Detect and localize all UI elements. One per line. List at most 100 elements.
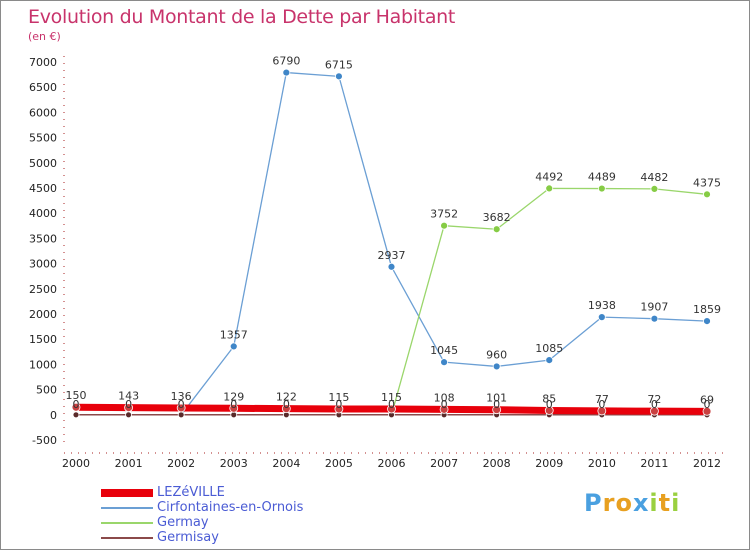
data-point [229, 342, 238, 351]
x-tick-label: 2008 [483, 457, 511, 470]
data-point [72, 411, 80, 419]
x-tick-label: 2009 [535, 457, 563, 470]
logo-letter: x [632, 489, 650, 517]
data-label: 3682 [483, 211, 511, 224]
data-point [650, 185, 659, 193]
data-label: 4492 [535, 170, 563, 183]
data-label: 85 [542, 393, 556, 406]
y-tick-label: 6500 [29, 81, 57, 94]
x-tick-label: 2007 [430, 457, 458, 470]
data-label: 0 [493, 398, 500, 411]
data-label: 1045 [430, 344, 458, 357]
data-label: 1357 [220, 328, 248, 341]
data-point [230, 411, 238, 419]
y-tick-label: 5500 [29, 132, 57, 145]
data-point [545, 184, 554, 193]
legend-swatch [101, 537, 153, 539]
data-label: 6790 [272, 55, 300, 68]
data-label: 77 [595, 393, 609, 406]
chart-title: Evolution du Montant de la Dette par Hab… [28, 6, 456, 28]
data-label: 1938 [588, 299, 616, 312]
data-label: 72 [647, 393, 661, 406]
data-label: 3752 [430, 208, 458, 221]
data-label: 143 [118, 390, 139, 403]
data-label: 4375 [693, 176, 721, 189]
y-tick-label: 4000 [29, 207, 57, 220]
legend-swatch [101, 489, 153, 497]
data-label: 0 [230, 398, 237, 411]
x-tick-label: 2005 [325, 457, 353, 470]
y-tick-label: 3000 [29, 258, 57, 271]
data-point [597, 184, 606, 193]
data-point [702, 406, 712, 416]
data-label: 0 [441, 398, 448, 411]
data-label: 4489 [588, 171, 616, 184]
data-point [282, 68, 291, 77]
x-tick-label: 2000 [62, 457, 90, 470]
data-point [124, 403, 133, 412]
y-tick-label: 2000 [29, 308, 57, 321]
y-tick-label: -500 [32, 434, 57, 447]
x-tick-label: 2012 [693, 457, 721, 470]
data-point [439, 404, 449, 414]
data-point [334, 404, 344, 414]
data-point [335, 72, 343, 81]
data-label: 0 [178, 398, 185, 411]
logo-letter: o [615, 489, 633, 517]
series-line-1 [76, 71, 708, 416]
data-label: 0 [283, 398, 290, 411]
logo-letter: i [671, 489, 681, 517]
data-point [125, 411, 132, 419]
y-tick-label: 5000 [29, 157, 57, 170]
chart-subtitle: (en €) [28, 30, 61, 43]
data-point [71, 402, 81, 412]
y-tick-label: 1000 [29, 358, 57, 371]
data-label: 6715 [325, 58, 353, 71]
data-point [545, 356, 554, 365]
logo-letter: r [602, 489, 616, 517]
data-label: 101 [486, 392, 507, 405]
data-point [597, 406, 607, 416]
logo-letter: t [658, 489, 672, 517]
data-label: 129 [223, 390, 244, 403]
data-label: 0 [335, 398, 342, 411]
x-tick-label: 2002 [167, 457, 195, 470]
proxiti-logo: Proxiti [584, 489, 680, 517]
legend-label: Germisay [157, 530, 219, 545]
data-label: 69 [700, 393, 714, 406]
data-label: 0 [598, 398, 605, 411]
data-label: 0 [388, 398, 395, 411]
data-label: 4482 [640, 171, 668, 184]
legend-label: Cirfontaines-en-Ornois [157, 500, 304, 515]
x-tick-label: 2011 [640, 457, 668, 470]
data-point [387, 404, 396, 414]
data-label: 122 [276, 391, 297, 404]
data-point [440, 358, 448, 367]
data-point [492, 405, 502, 415]
logo-letter: P [584, 489, 603, 517]
data-label: 2937 [378, 249, 406, 262]
data-label: 0 [125, 398, 132, 411]
data-point [544, 406, 554, 415]
data-point [703, 317, 711, 326]
data-label: 0 [73, 398, 80, 411]
data-label: 0 [704, 398, 711, 411]
y-tick-label: 7000 [29, 56, 57, 69]
data-label: 1907 [640, 301, 668, 314]
x-tick-label: 2006 [378, 457, 406, 470]
data-label: 960 [486, 348, 507, 361]
data-label: 1085 [535, 342, 563, 355]
x-tick-label: 2001 [115, 457, 143, 470]
y-tick-label: 500 [36, 384, 57, 397]
x-tick-label: 2004 [272, 457, 300, 470]
data-point [492, 225, 501, 234]
data-point [650, 406, 659, 416]
legend-label: Germay [157, 515, 209, 530]
y-tick-label: 0 [50, 409, 57, 422]
data-point [177, 411, 185, 419]
data-point [387, 262, 396, 271]
data-point [440, 221, 448, 230]
data-point [229, 403, 239, 413]
